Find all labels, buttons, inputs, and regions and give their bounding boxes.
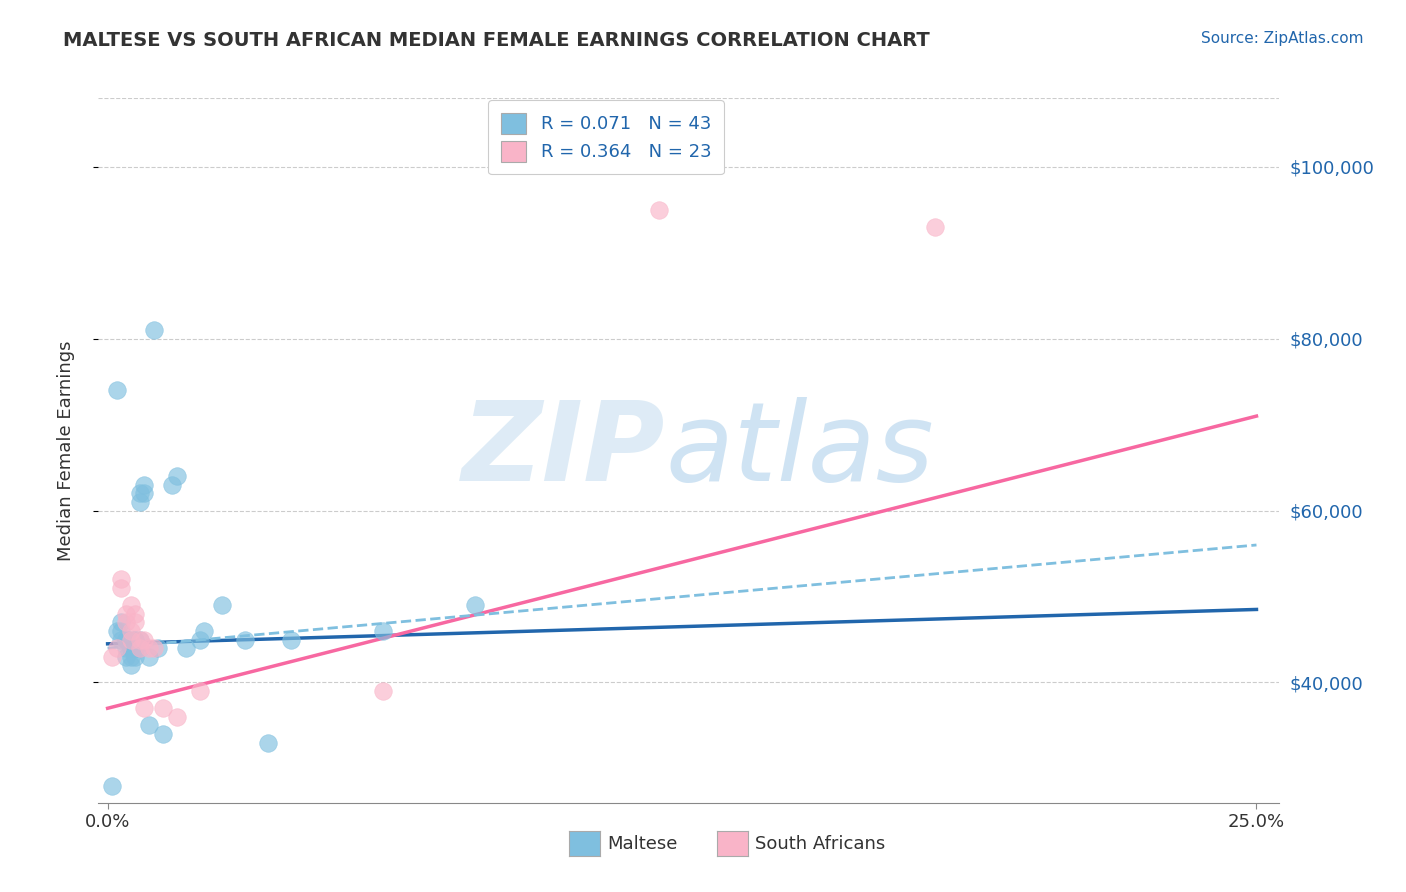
Point: [128, 486, 150, 500]
Point: [464, 598, 486, 612]
Point: [115, 607, 138, 621]
Point: [105, 384, 128, 398]
Point: [193, 624, 215, 638]
Point: [373, 684, 395, 698]
Point: [124, 641, 146, 656]
Point: [128, 632, 150, 647]
Point: [134, 632, 156, 647]
Text: MALTESE VS SOUTH AFRICAN MEDIAN FEMALE EARNINGS CORRELATION CHART: MALTESE VS SOUTH AFRICAN MEDIAN FEMALE E…: [63, 31, 929, 50]
Point: [120, 649, 142, 664]
Point: [110, 573, 132, 587]
Point: [120, 658, 142, 673]
Point: [105, 641, 128, 656]
Point: [124, 607, 146, 621]
Point: [152, 727, 174, 741]
Point: [134, 701, 156, 715]
Point: [188, 684, 211, 698]
Text: atlas: atlas: [665, 397, 934, 504]
Point: [124, 632, 146, 647]
Point: [138, 718, 160, 732]
Point: [101, 649, 124, 664]
Point: [280, 632, 302, 647]
Point: [174, 641, 197, 656]
Text: Maltese: Maltese: [607, 835, 678, 853]
Point: [101, 779, 124, 793]
Point: [120, 632, 142, 647]
Point: [115, 632, 138, 647]
Point: [120, 641, 142, 656]
Point: [105, 624, 128, 638]
Point: [128, 641, 150, 656]
Point: [373, 624, 395, 638]
Point: [128, 632, 150, 647]
Point: [152, 701, 174, 715]
Point: [235, 632, 257, 647]
Point: [115, 615, 138, 630]
Point: [128, 641, 150, 656]
Point: [138, 641, 160, 656]
Point: [134, 486, 156, 500]
Point: [124, 641, 146, 656]
Point: [120, 641, 142, 656]
Point: [166, 710, 188, 724]
Point: [648, 202, 671, 217]
Legend: R = 0.071   N = 43, R = 0.364   N = 23: R = 0.071 N = 43, R = 0.364 N = 23: [488, 100, 724, 174]
Point: [128, 495, 150, 509]
Point: [110, 624, 132, 638]
Point: [211, 598, 233, 612]
Text: ZIP: ZIP: [461, 397, 665, 504]
Point: [120, 598, 142, 612]
Point: [110, 615, 132, 630]
Point: [134, 478, 156, 492]
Point: [110, 632, 132, 647]
Point: [146, 641, 169, 656]
Point: [124, 615, 146, 630]
Point: [188, 632, 211, 647]
Point: [124, 641, 146, 656]
Text: Source: ZipAtlas.com: Source: ZipAtlas.com: [1201, 31, 1364, 46]
Y-axis label: Median Female Earnings: Median Female Earnings: [56, 340, 75, 561]
Point: [115, 641, 138, 656]
Point: [124, 632, 146, 647]
Point: [924, 220, 946, 235]
Point: [115, 632, 138, 647]
Point: [142, 641, 165, 656]
Point: [160, 478, 183, 492]
Point: [120, 624, 142, 638]
Point: [166, 469, 188, 483]
Point: [110, 581, 132, 595]
Text: South Africans: South Africans: [755, 835, 886, 853]
Point: [120, 632, 142, 647]
Point: [138, 649, 160, 664]
Point: [257, 736, 280, 750]
Point: [115, 649, 138, 664]
Point: [124, 649, 146, 664]
Point: [142, 323, 165, 337]
